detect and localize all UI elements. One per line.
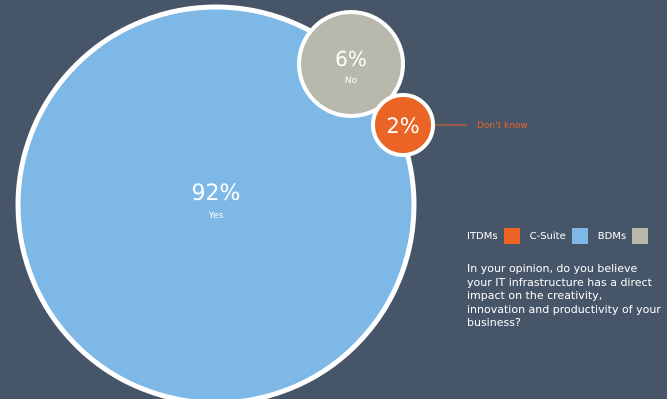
legend-item-c-suite: C-Suite xyxy=(530,228,588,244)
bubble-no-percent: 6% xyxy=(335,47,367,71)
legend-label-c-suite: C-Suite xyxy=(529,230,566,242)
legend-item-itdms: ITDMs xyxy=(467,228,520,244)
bubble-dont-know-percent: 2% xyxy=(386,114,419,138)
legend-swatch-itdms xyxy=(503,228,520,244)
bubble-no: 6% No xyxy=(297,10,405,118)
survey-question: In your opinion, do you believe your IT … xyxy=(467,262,661,330)
bubble-yes: 92% Yes xyxy=(15,4,417,399)
bubble-yes-label: Yes xyxy=(208,211,224,221)
legend-label-itdms: ITDMs xyxy=(467,230,498,242)
bubble-yes-circle xyxy=(15,4,417,399)
dont-know-label: Don't know xyxy=(477,121,528,131)
bubble-dont-know: 2% Don't know xyxy=(371,93,528,157)
legend-item-bdms: BDMs xyxy=(597,228,649,244)
legend-label-bdms: BDMs xyxy=(597,230,627,242)
bubble-dont-know-circle xyxy=(371,93,435,157)
bubble-yes-percent: 92% xyxy=(192,181,241,206)
bubble-no-label: No xyxy=(345,76,358,86)
legend-swatch-c-suite xyxy=(571,228,588,244)
bubble-no-circle xyxy=(297,10,405,118)
legend: ITDMs C-Suite BDMs xyxy=(467,228,649,244)
legend-swatch-bdms xyxy=(632,228,649,244)
